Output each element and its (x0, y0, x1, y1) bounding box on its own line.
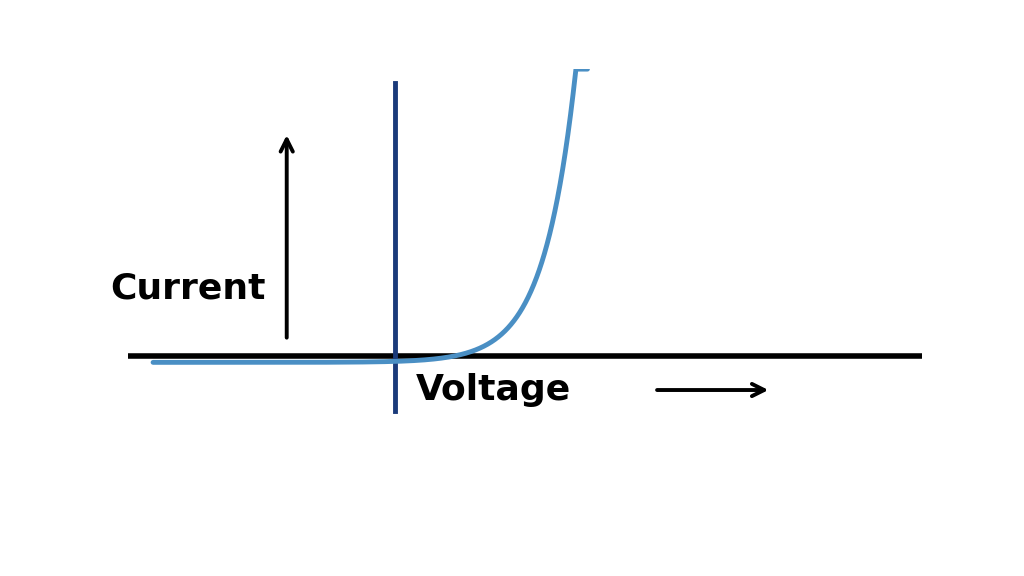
Text: Current: Current (111, 271, 266, 305)
Text: Voltage: Voltage (416, 373, 571, 407)
